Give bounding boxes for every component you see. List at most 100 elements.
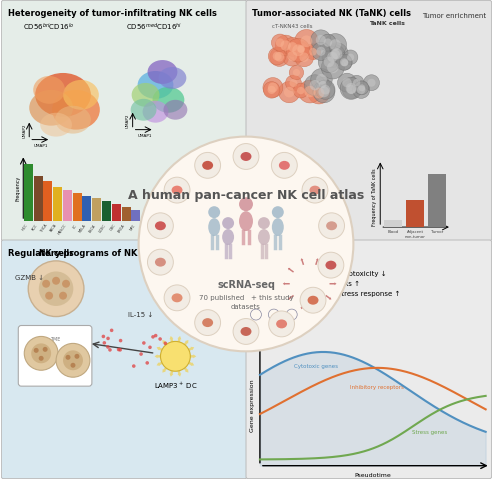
Circle shape bbox=[281, 41, 291, 51]
Circle shape bbox=[272, 153, 297, 179]
Circle shape bbox=[326, 44, 348, 66]
Text: MELA: MELA bbox=[78, 223, 87, 233]
Circle shape bbox=[352, 82, 370, 99]
Circle shape bbox=[330, 40, 341, 51]
Circle shape bbox=[154, 334, 157, 338]
Text: CD56$^{bri}$CD16$^{lo}$: CD56$^{bri}$CD16$^{lo}$ bbox=[23, 21, 74, 33]
Circle shape bbox=[331, 49, 343, 60]
Circle shape bbox=[269, 312, 294, 337]
Circle shape bbox=[323, 39, 332, 48]
Circle shape bbox=[327, 52, 338, 63]
Circle shape bbox=[347, 55, 354, 62]
Circle shape bbox=[293, 42, 309, 57]
Circle shape bbox=[233, 144, 259, 170]
Circle shape bbox=[145, 361, 149, 365]
Ellipse shape bbox=[40, 113, 72, 137]
Text: HCC: HCC bbox=[21, 223, 29, 231]
Ellipse shape bbox=[55, 107, 91, 134]
Circle shape bbox=[56, 344, 90, 377]
Ellipse shape bbox=[239, 212, 253, 231]
Ellipse shape bbox=[208, 219, 220, 237]
FancyBboxPatch shape bbox=[246, 240, 492, 479]
Circle shape bbox=[286, 39, 310, 63]
Circle shape bbox=[62, 280, 70, 288]
Text: NPC: NPC bbox=[129, 223, 136, 231]
Text: LC: LC bbox=[71, 223, 77, 228]
Ellipse shape bbox=[258, 229, 270, 245]
FancyBboxPatch shape bbox=[1, 240, 247, 479]
Circle shape bbox=[317, 48, 325, 57]
FancyArrow shape bbox=[162, 356, 176, 373]
Circle shape bbox=[298, 47, 305, 54]
FancyArrow shape bbox=[301, 303, 304, 310]
Circle shape bbox=[289, 80, 297, 88]
Text: scRNA-seq: scRNA-seq bbox=[217, 279, 275, 289]
Circle shape bbox=[273, 53, 282, 61]
Circle shape bbox=[353, 80, 360, 87]
Bar bbox=[384, 221, 402, 228]
Circle shape bbox=[311, 31, 331, 51]
Bar bbox=[24, 165, 33, 222]
Text: cT-NKN43 cells: cT-NKN43 cells bbox=[272, 24, 313, 29]
Text: Dysfunctional status: Dysfunctional status bbox=[252, 249, 350, 257]
Circle shape bbox=[321, 57, 344, 80]
Circle shape bbox=[158, 337, 162, 341]
Ellipse shape bbox=[152, 88, 184, 113]
Circle shape bbox=[268, 86, 276, 95]
Ellipse shape bbox=[276, 320, 287, 329]
Circle shape bbox=[312, 43, 330, 61]
Bar bbox=[131, 210, 141, 222]
Circle shape bbox=[161, 342, 190, 372]
Circle shape bbox=[342, 81, 361, 99]
Circle shape bbox=[288, 43, 297, 52]
Circle shape bbox=[38, 356, 44, 361]
Circle shape bbox=[140, 352, 143, 356]
Circle shape bbox=[272, 35, 288, 52]
Ellipse shape bbox=[325, 261, 336, 270]
Circle shape bbox=[52, 277, 60, 285]
Circle shape bbox=[355, 82, 369, 96]
Circle shape bbox=[368, 80, 376, 87]
Text: UMAP2: UMAP2 bbox=[126, 113, 130, 128]
Circle shape bbox=[195, 153, 220, 179]
Circle shape bbox=[102, 335, 105, 338]
Text: Heterogeneity of tumor-infiltrating NK cells: Heterogeneity of tumor-infiltrating NK c… bbox=[8, 9, 217, 18]
Circle shape bbox=[292, 45, 304, 57]
Text: RCC: RCC bbox=[31, 223, 38, 231]
FancyArrow shape bbox=[170, 336, 176, 357]
Ellipse shape bbox=[52, 91, 100, 131]
Ellipse shape bbox=[131, 100, 156, 121]
Circle shape bbox=[276, 39, 284, 48]
FancyArrow shape bbox=[301, 259, 304, 265]
Circle shape bbox=[316, 78, 330, 93]
Circle shape bbox=[106, 337, 110, 340]
Circle shape bbox=[147, 214, 174, 239]
Ellipse shape bbox=[155, 258, 166, 267]
Circle shape bbox=[325, 46, 345, 65]
Ellipse shape bbox=[272, 219, 284, 237]
Circle shape bbox=[282, 47, 302, 67]
Circle shape bbox=[275, 36, 296, 57]
Circle shape bbox=[290, 264, 329, 304]
Circle shape bbox=[42, 280, 50, 288]
Circle shape bbox=[34, 348, 38, 353]
Circle shape bbox=[151, 336, 155, 339]
Circle shape bbox=[208, 207, 220, 219]
Circle shape bbox=[139, 137, 353, 352]
Ellipse shape bbox=[35, 74, 91, 118]
Text: Cytotoxicity ↓: Cytotoxicity ↓ bbox=[338, 270, 387, 276]
FancyArrow shape bbox=[157, 356, 176, 366]
Circle shape bbox=[363, 75, 380, 92]
Circle shape bbox=[289, 66, 304, 81]
Text: ESCA: ESCA bbox=[88, 223, 97, 233]
Circle shape bbox=[268, 84, 278, 93]
Circle shape bbox=[341, 60, 349, 67]
Circle shape bbox=[318, 214, 345, 239]
Circle shape bbox=[302, 178, 328, 204]
Circle shape bbox=[106, 346, 109, 349]
Ellipse shape bbox=[172, 294, 182, 303]
Ellipse shape bbox=[155, 222, 166, 231]
Text: Frequency of TaNK cells: Frequency of TaNK cells bbox=[372, 168, 377, 225]
Circle shape bbox=[287, 52, 297, 62]
FancyArrow shape bbox=[174, 356, 181, 377]
